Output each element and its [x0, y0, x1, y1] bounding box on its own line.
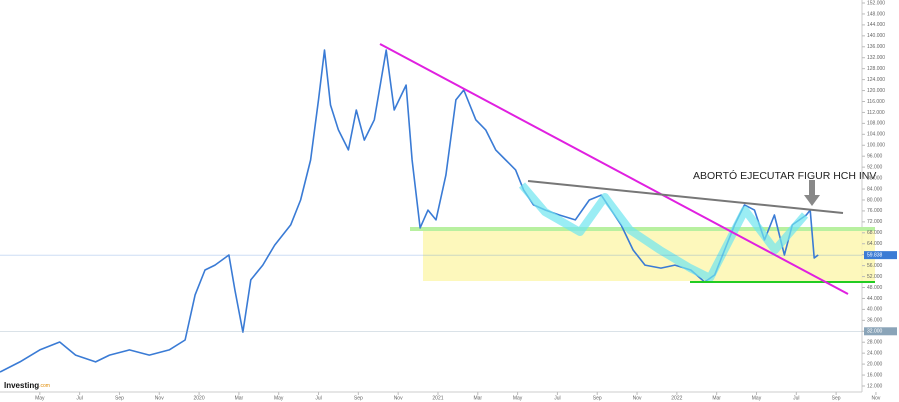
- x-tick-label: Jul: [315, 395, 321, 401]
- x-tick-label: 2022: [671, 395, 682, 401]
- x-tick-label: Mar: [235, 395, 244, 401]
- y-tick-label: 68.000: [867, 230, 883, 236]
- y-tick-label: 108.000: [867, 121, 885, 127]
- price-label: 32.000: [867, 329, 883, 335]
- y-tick-label: 144.000: [867, 22, 885, 28]
- x-tick-label: Nov: [155, 395, 164, 401]
- x-tick-label: Jul: [793, 395, 799, 401]
- y-tick-label: 12.000: [867, 383, 883, 389]
- y-tick-label: 100.000: [867, 143, 885, 149]
- arrow-head: [804, 195, 820, 206]
- x-tick-label: Mar: [473, 395, 482, 401]
- x-tick-label: Nov: [633, 395, 642, 401]
- x-tick-label: Jul: [76, 395, 82, 401]
- pattern-highlight: [518, 182, 809, 282]
- x-tick-label: Mar: [712, 395, 721, 401]
- x-tick-label: May: [274, 395, 284, 401]
- price-label: 59.838: [867, 252, 883, 258]
- y-tick-label: 124.000: [867, 77, 885, 83]
- y-tick-label: 112.000: [867, 110, 885, 116]
- y-tick-label: 148.000: [867, 11, 885, 17]
- y-tick-label: 140.000: [867, 33, 885, 39]
- y-tick-label: 48.000: [867, 285, 883, 291]
- arrow-shaft: [809, 180, 815, 195]
- drawings-top: ABORTÓ EJECUTAR FIGUR HCH INV Investing.…: [4, 43, 876, 390]
- y-tick-label: 20.000: [867, 361, 883, 367]
- x-tick-label: Sep: [115, 395, 124, 401]
- y-tick-label: 96.000: [867, 154, 883, 160]
- y-tick-label: 28.000: [867, 340, 883, 346]
- resistance-line: [527, 180, 844, 214]
- y-tick-label: 24.000: [867, 351, 883, 357]
- x-tick-label: Sep: [354, 395, 363, 401]
- y-tick-label: 36.000: [867, 318, 883, 324]
- x-tick-label: Sep: [832, 395, 841, 401]
- x-tick-label: Jul: [554, 395, 560, 401]
- y-tick-label: 64.000: [867, 241, 883, 247]
- x-tick-label: Nov: [394, 395, 403, 401]
- y-tick-label: 72.000: [867, 219, 883, 225]
- y-tick-label: 16.000: [867, 372, 883, 378]
- y-tick-label: 84.000: [867, 186, 883, 192]
- y-tick-label: 56.000: [867, 263, 883, 269]
- y-tick-label: 120.000: [867, 88, 885, 94]
- trendline: [379, 43, 849, 295]
- y-tick-label: 152.000: [867, 0, 885, 6]
- y-tick-label: 92.000: [867, 164, 883, 170]
- x-tick-label: 2020: [194, 395, 205, 401]
- y-tick-label: 80.000: [867, 197, 883, 203]
- x-tick-label: May: [35, 395, 45, 401]
- y-tick-label: 40.000: [867, 307, 883, 313]
- price-box: [864, 251, 897, 260]
- y-tick-label: 104.000: [867, 132, 885, 138]
- y-tick-label: 128.000: [867, 66, 885, 72]
- x-tick-label: May: [513, 395, 523, 401]
- y-tick-label: 136.000: [867, 44, 885, 50]
- y-tick-label: 88.000: [867, 175, 883, 181]
- y-tick-label: 76.000: [867, 208, 883, 214]
- y-tick-label: 44.000: [867, 296, 883, 302]
- logo: Investing.com: [4, 381, 50, 390]
- x-tick-label: May: [752, 395, 762, 401]
- price-box: [864, 327, 897, 336]
- x-tick-label: Nov: [871, 395, 880, 401]
- annotation: ABORTÓ EJECUTAR FIGUR HCH INV: [693, 169, 876, 182]
- y-tick-label: 116.000: [867, 99, 885, 105]
- y-tick-label: 52.000: [867, 274, 883, 280]
- y-tick-label: 132.000: [867, 55, 885, 61]
- x-tick-label: 2021: [432, 395, 443, 401]
- x-tick-label: Sep: [593, 395, 602, 401]
